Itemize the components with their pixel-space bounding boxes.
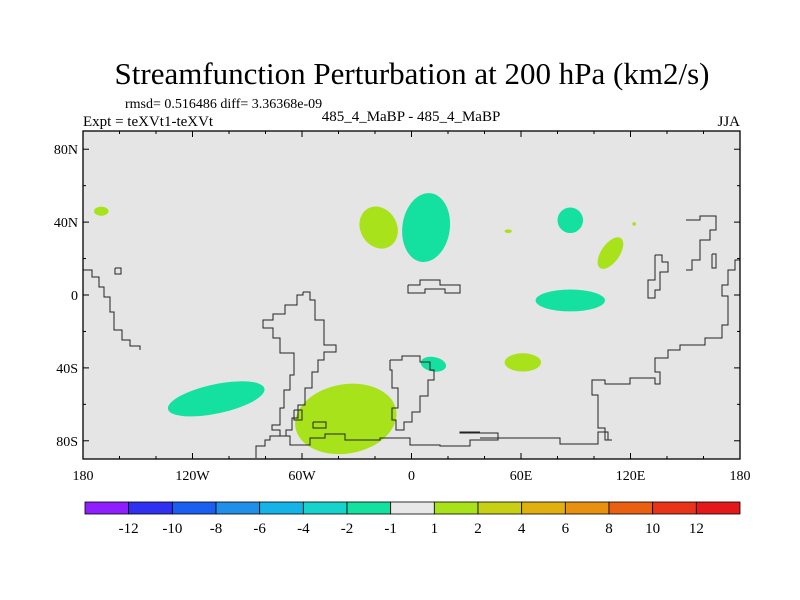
contour-fills [93,193,636,455]
coastline-africa [389,355,435,431]
experiment-label: Expt = teXVt1-teXVt [83,114,214,130]
chart-title: Streamfunction Perturbation at 200 hPa (… [115,56,710,91]
contour-south-pacific [167,381,265,417]
x-tick-label: 120E [616,469,646,484]
colorbar-label: 4 [518,521,526,537]
coastline-africa-north [407,279,461,294]
colorbar-label: -12 [119,521,139,537]
coastline-small-island [711,253,717,269]
contour-north-pacific-west [597,237,624,269]
colorbar-swatch [390,501,435,515]
x-tick-label: 0 [408,469,415,484]
colorbar-swatch [302,501,348,515]
map-panel: 180 120W 60W 0 60E 120E 180 80N 40N 0 40S 80S [54,130,751,484]
colorbar-label: -4 [297,521,310,537]
coastline-island-sub [293,409,303,421]
y-tick-label: 80S [56,435,78,450]
colorbar-label: 1 [431,521,439,537]
colorbar-label: 10 [645,521,660,537]
x-tick-label: 180 [73,469,94,484]
colorbar-swatch [521,501,566,515]
colorbar-label: 6 [562,521,570,537]
contour-europe [402,193,451,263]
colorbar-swatch [608,501,654,515]
colorbar-swatch [171,501,217,515]
colorbar-label: 2 [474,521,482,537]
coastlines [83,215,740,458]
colorbar-label: -8 [210,521,223,537]
colorbar-swatch [652,501,697,515]
x-tick-label: 60E [510,469,533,484]
coastline-antarctica-west [255,431,499,458]
center-label: 485_4_MaBP - 485_4_MaBP [322,109,501,125]
colorbar-label: -10 [162,521,182,537]
x-axis-ticks: 180 120W 60W 0 60E 120E 180 [73,131,751,484]
x-tick-label: 120W [175,469,210,484]
coastline-japan [647,254,669,299]
contour-central-asia-dot [504,229,512,234]
colorbar-swatch [128,501,173,515]
x-tick-label: 60W [288,469,316,484]
colorbar-label: 8 [605,521,613,537]
coastline-east-asia [686,215,717,271]
colorbar-label: 12 [689,521,704,537]
contour-south-indian [504,353,542,372]
colorbar-swatch [564,501,610,515]
y-tick-label: 40S [56,362,78,377]
contour-north-pacific-dot [632,222,636,226]
contour-north-atlantic [359,206,398,249]
colorbar-swatch [259,501,304,515]
y-tick-label: 40N [54,216,78,231]
colorbar-swatch [433,501,479,515]
colorbar-swatch [84,501,130,515]
contour-east-asia [557,207,584,234]
stats-label: rmsd= 0.516486 diff= 3.36368e-09 [125,97,322,112]
y-tick-label: 0 [71,289,78,304]
contour-south-africa [420,356,447,372]
y-tick-label: 80N [54,143,78,158]
coastline-south-america [262,291,337,437]
season-label: JJA [717,114,740,130]
coastline-north-america-west [83,269,141,350]
coastline-asia-australia [591,259,740,441]
x-tick-label: 180 [730,469,751,484]
colorbar-label: -1 [384,521,397,537]
coastline-island-sub2 [312,421,327,429]
contour-indian-ocean [535,289,605,312]
colorbar-label: -6 [253,521,266,537]
colorbar-swatch [695,501,741,515]
coastline-north-america-small [114,267,122,275]
colorbar-swatch [346,501,392,515]
coastline-antarctica-east [480,431,609,445]
colorbar-label: -2 [341,521,354,537]
colorbar-swatch [477,501,523,515]
colorbar: -12 -10 -8 -6 -4 -2 -1 1 2 4 6 8 10 12 [84,501,741,537]
contour-south-atlantic [295,383,397,455]
contour-arctic-pacific-small [93,206,109,216]
y-axis-ticks: 80N 40N 0 40S 80S [54,143,740,450]
colorbar-swatch [215,501,261,515]
